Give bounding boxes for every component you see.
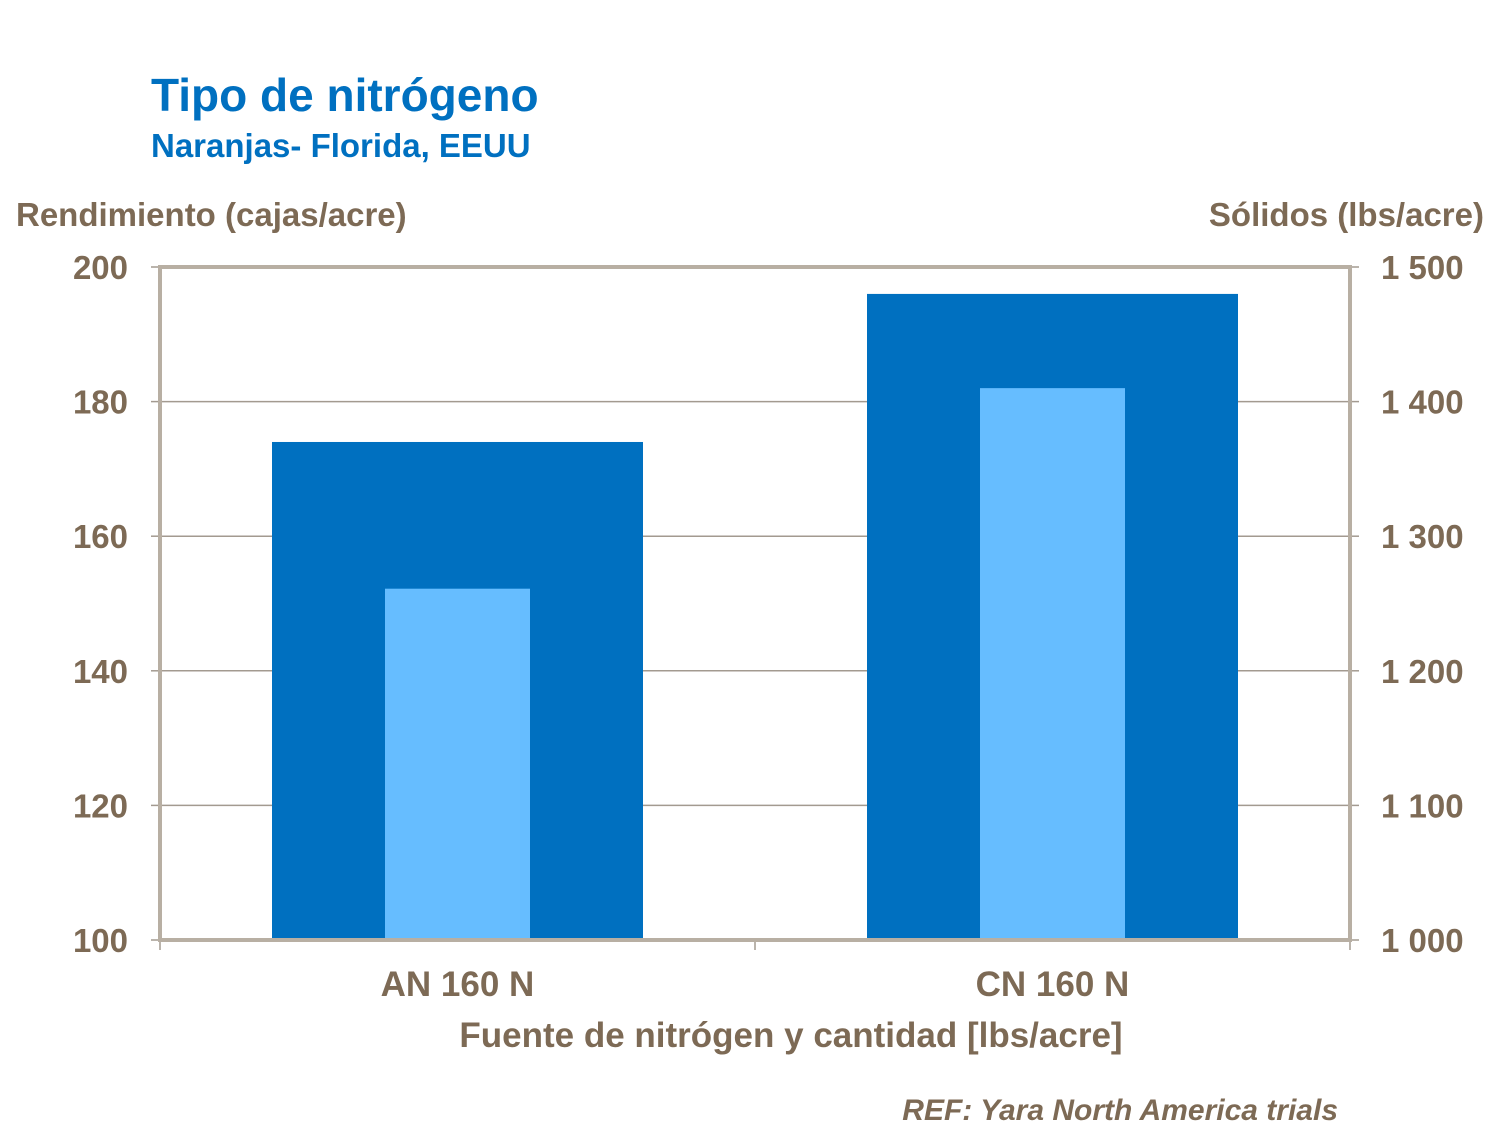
plot-frame bbox=[158, 265, 1352, 942]
y-tick-label: 160 bbox=[73, 518, 128, 555]
y2-tick-label: 1 500 bbox=[1381, 249, 1464, 286]
y2-tick-label: 1 300 bbox=[1381, 518, 1464, 555]
y-tick-label: 100 bbox=[73, 922, 128, 959]
y2-tick-label: 1 400 bbox=[1381, 384, 1464, 421]
y2-tick-label: 1 200 bbox=[1381, 653, 1464, 690]
y2-axis-label: Sólidos (lbs/acre) bbox=[1208, 196, 1484, 233]
y2-tick-label: 1 000 bbox=[1381, 922, 1464, 959]
y-tick-label: 140 bbox=[73, 653, 128, 690]
x-tick-label: CN 160 N bbox=[976, 965, 1130, 1004]
x-tick-label: AN 160 N bbox=[381, 965, 535, 1004]
bar-solids bbox=[385, 588, 530, 940]
y-axis-label: Rendimiento (cajas/acre) bbox=[16, 196, 407, 233]
reference-note: REF: Yara North America trials bbox=[902, 1094, 1338, 1126]
y2-tick-label: 1 100 bbox=[1381, 787, 1464, 824]
y-tick-label: 200 bbox=[73, 249, 128, 286]
bar-solids bbox=[980, 388, 1125, 940]
y-tick-label: 120 bbox=[73, 787, 128, 824]
chart-title: Tipo de nitrógeno bbox=[151, 69, 539, 121]
x-axis-label: Fuente de nitrógen y cantidad [lbs/acre] bbox=[459, 1016, 1123, 1055]
chart-subtitle: Naranjas- Florida, EEUU bbox=[151, 127, 531, 164]
y-tick-label: 180 bbox=[73, 384, 128, 421]
